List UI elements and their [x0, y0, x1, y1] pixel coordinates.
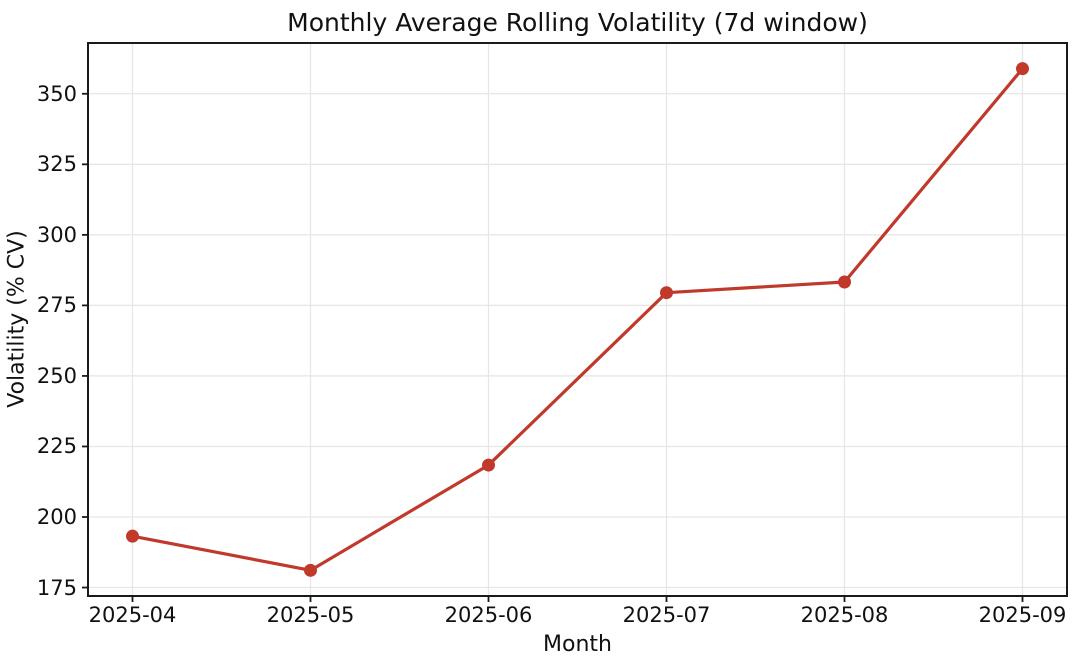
x-tick-label: 2025-06 [444, 603, 533, 627]
y-tick-label: 350 [36, 81, 77, 106]
x-tick-label: 2025-04 [88, 603, 177, 627]
data-point-marker [304, 563, 317, 577]
y-tick-label: 250 [36, 363, 77, 388]
data-point-marker [126, 529, 139, 543]
data-point-marker [838, 275, 851, 289]
data-point-marker [482, 458, 495, 472]
y-tick-label: 200 [36, 505, 77, 529]
y-tick-label: 225 [36, 434, 77, 459]
series-line [130, 67, 1025, 572]
y-tick-label: 175 [36, 575, 77, 600]
x-tick-label: 2025-08 [800, 603, 889, 627]
x-tick-label: 2025-05 [266, 603, 355, 627]
data-point-marker [1016, 62, 1029, 76]
y-tick-label: 300 [36, 222, 77, 247]
data-point-marker [660, 286, 673, 300]
plot-border [87, 42, 1068, 597]
x-axis-label: Month [543, 632, 612, 657]
x-tick-label: 2025-09 [978, 603, 1067, 627]
chart-title: Monthly Average Rolling Volatility (7d w… [287, 8, 868, 37]
y-tick-label: 325 [36, 152, 77, 177]
y-tick-label: 275 [36, 293, 77, 318]
x-tick-label: 2025-07 [622, 603, 711, 627]
